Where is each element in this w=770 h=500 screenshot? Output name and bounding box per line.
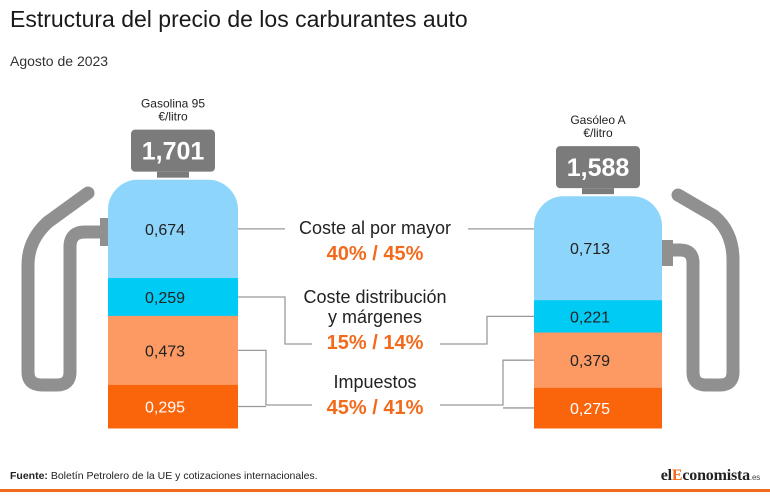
bar-segment-taxes_b [534,387,662,429]
data-label: 0,674 [145,222,185,239]
annotation-percent: 40% / 45% [327,243,424,265]
bar-segment-taxes_a [534,332,662,389]
data-label: 0,275 [570,401,610,418]
bar-segment-distribution [108,278,238,317]
price-box [131,129,215,172]
annotation-label: Coste distribución [303,287,446,307]
fuel-nozzle-icon [21,186,115,392]
annotation-label: Coste al por mayor [299,218,451,238]
data-label: 0,221 [570,309,610,326]
unit-label: €/litro [583,126,613,140]
data-label: 0,473 [145,343,185,360]
price-box-neck [582,188,614,195]
fuel-nozzle-icon [655,188,740,392]
category-label: Gasolina 95 [141,97,205,111]
data-label: 0,259 [145,290,185,307]
bar-segment-wholesale [534,196,662,301]
connector-line [440,359,534,406]
source-note: Fuente: Boletín Petrolero de la UE y cot… [10,470,318,482]
brand-logo: elEconomista.es [661,467,760,485]
data-label: 0,295 [145,399,185,416]
footer-rule [0,489,770,492]
price-total: 1,588 [567,154,630,182]
chart-title: Estructura del precio de los carburantes… [10,6,468,32]
annotation-percent: 15% / 14% [327,332,424,354]
annotation-label: Impuestos [333,372,416,392]
price-total: 1,701 [142,138,205,166]
annotation-percent: 45% / 41% [327,397,424,419]
brand-prefix: el [660,467,672,484]
connector-line [440,315,534,345]
data-label: 0,379 [570,353,610,370]
unit-label: €/litro [158,110,188,124]
category-label: Gasóleo A [570,113,625,127]
chart-subtitle: Agosto de 2023 [10,53,109,69]
data-label: 0,713 [570,241,610,258]
source-text: Boletín Petrolero de la UE y cotizacione… [50,470,318,482]
price-box [556,146,640,189]
bar-segment-taxes_a [108,315,238,386]
brand-suffix: .es [749,473,760,482]
source-label: Fuente: [10,470,48,482]
bar-segment-taxes_b [108,384,238,429]
bar-segment-distribution [534,300,662,334]
brand-highlight: E [671,467,683,484]
hose-socket-icon [661,240,673,266]
price-box-neck [157,171,189,178]
bar-segment-wholesale [108,179,238,279]
connector-line [238,349,312,406]
brand-rest: conomista [682,467,750,484]
connector-line [238,296,312,345]
annotation-label: y márgenes [328,307,422,327]
